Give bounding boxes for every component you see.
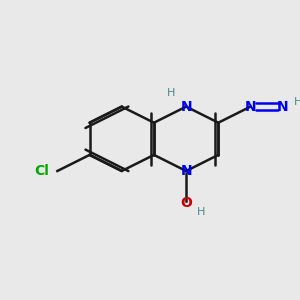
Text: H: H: [167, 88, 175, 98]
Text: N: N: [180, 164, 192, 178]
Text: O: O: [180, 196, 192, 210]
Text: H: H: [197, 207, 206, 217]
Text: N: N: [277, 100, 289, 114]
Text: N: N: [245, 100, 256, 114]
Text: N: N: [180, 100, 192, 114]
Text: H: H: [294, 97, 300, 106]
Text: Cl: Cl: [34, 164, 49, 178]
